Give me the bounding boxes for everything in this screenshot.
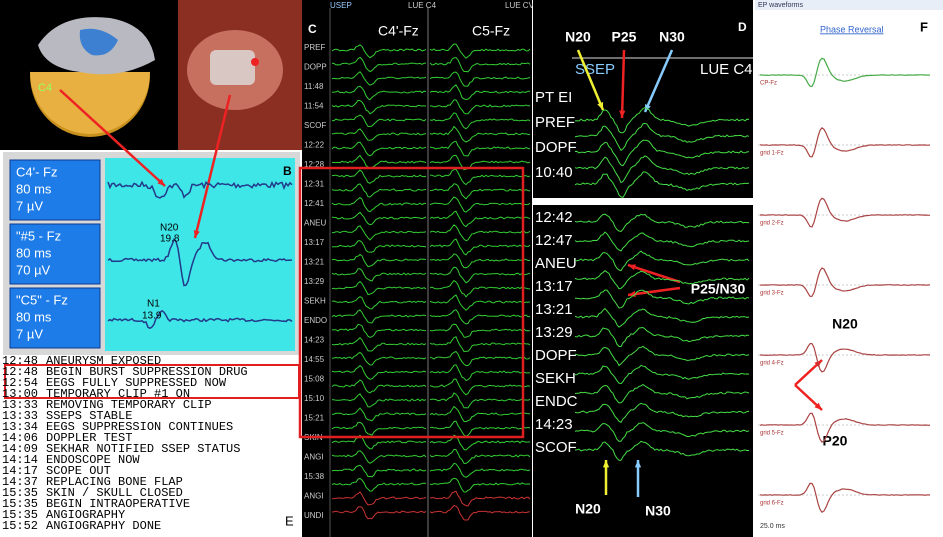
row-label: ENDC [535,393,578,410]
row-label: 12:41 [304,199,325,208]
row-label: 13:17 [535,278,573,295]
channel-text: 80 ms [16,309,52,324]
row-label: 12:22 [304,141,325,150]
channel-label: grid 6-Fz [760,501,784,507]
channel-label: CP-Fz [760,81,777,87]
row-label: 14:23 [304,336,325,345]
channel-text: 80 ms [16,181,52,196]
row-label: 13:17 [304,238,325,247]
panel-label: D [738,20,747,34]
window-title: EP waveforms [758,2,803,9]
row-label: DOPF [535,139,577,156]
row-label: UNDI [304,511,324,520]
row-label: 11:54 [304,102,324,111]
row-label: 13:21 [535,301,573,318]
row-label: 13:29 [535,324,573,341]
row-label: 15:38 [304,472,325,481]
row-label: 15:10 [304,394,325,403]
panel-label: A [163,19,173,34]
log-time: 15:52 [2,519,38,533]
channel-label: C5-Fz [472,23,510,39]
peak-label: N1 [147,299,160,310]
peak-label: N30 [659,29,685,45]
row-label: 12:31 [304,180,325,189]
row-label: 11:48 [304,82,324,91]
row-label: 13:21 [304,258,325,267]
channel-text: C4'- Fz [16,164,57,179]
row-label: DOPF [535,347,577,364]
channel-label: grid 2-Fz [760,221,784,227]
peak-label: N20 [565,29,591,45]
row-label: SCOF [535,439,577,456]
photo-grid [210,50,255,85]
row-label: 14:23 [535,416,573,433]
channel-text: 70 µV [16,262,51,277]
log-event: ANGIOGRAPHY DONE [46,519,161,533]
row-label: 15:21 [304,414,325,423]
channel-text: 7 µV [16,198,43,213]
header: LUE C4 [408,1,437,10]
panel-label: C [308,22,317,36]
row-label: ENDO [304,316,327,325]
panel-label: E [285,513,294,528]
peak-label: N20 [160,223,179,234]
row-label: ANEU [535,255,577,272]
row-label: SCOF [304,121,326,130]
peak-label: N20 [575,501,601,517]
row-label: DOPP [304,63,327,72]
header: USEP [330,1,352,10]
row-label: SEKH [304,297,326,306]
header: SSEP [575,61,615,78]
row-label: PREF [535,114,575,131]
row-label: 12:42 [535,209,573,226]
row-label: 15:08 [304,375,325,384]
channel-text: "#5 - Fz [16,228,61,243]
channel-label: C4'-Fz [378,23,419,39]
peak-latency: 13.9 [142,311,162,322]
photo-dot [251,58,259,66]
header: LUE C4 [700,61,753,78]
channel-label: grid 5-Fz [760,431,784,437]
panel-label: B [283,164,292,178]
row-label: PT EI [535,89,572,106]
channel-text: "C5" - Fz [16,292,68,307]
row-label: 14:55 [304,355,325,364]
peak-label: P25 [612,29,637,45]
tab[interactable]: Phase Reversal [820,24,884,34]
row-label: 10:40 [535,164,573,181]
channel-label: grid 1-Fz [760,151,784,157]
scale-label: 25.0 ms [760,523,785,530]
figure: C4 A B E C USEP LUE C4 LUE CV C4'-Fz C5-… [0,0,943,537]
row-label: ANEU [304,219,326,228]
peak-label: P25/N30 [691,281,746,297]
peak-label: N20 [832,316,858,332]
row-label: ANGI [304,492,324,501]
waveform-area [105,158,295,351]
row-label: PREF [304,43,325,52]
row-label: 13:29 [304,277,325,286]
row-label: ANGI [304,453,324,462]
row-label: SEKH [535,370,576,387]
channel-text: 7 µV [16,326,43,341]
electrode-label: C4 [38,82,52,94]
panel-label: F [920,19,928,34]
channel-label: grid 3-Fz [760,291,784,297]
divider [533,198,753,205]
channel-label: grid 4-Fz [760,361,784,367]
peak-latency: 19.8 [160,234,180,245]
row-label: 12:47 [535,232,573,249]
header: LUE CV [505,1,535,10]
channel-text: 80 ms [16,245,52,260]
peak-label: N30 [645,503,671,519]
page: {"panel_a": {"label": "A", "electrode": … [0,0,943,537]
